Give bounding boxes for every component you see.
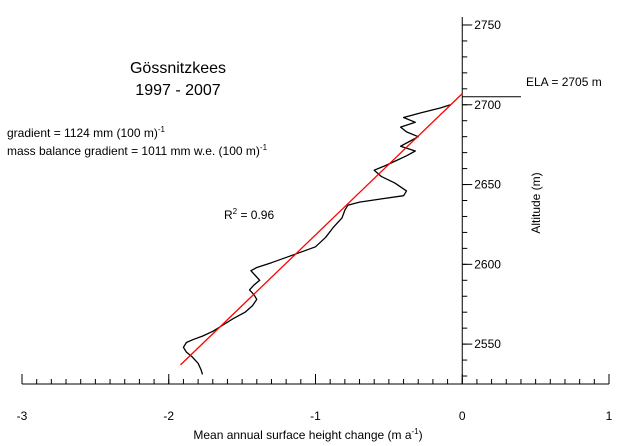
x-axis-label-main: Mean annual surface height change (m a — [193, 428, 411, 442]
y-tick-label: 2600 — [474, 257, 501, 271]
mass-balance-sup: -1 — [260, 143, 268, 152]
y-tick-label: 2650 — [474, 178, 501, 192]
y-tick-label: 2750 — [474, 18, 501, 32]
r2-value: = 0.96 — [237, 208, 274, 222]
r2-prefix: R — [224, 208, 233, 222]
mass-balance-annotation: mass balance gradient = 1011 mm w.e. (10… — [7, 143, 268, 158]
gradient-sup: -1 — [158, 125, 166, 134]
x-tick-label: 0 — [459, 409, 466, 423]
regression-line — [180, 93, 463, 366]
chart-title-line1: Gössnitzkees — [130, 60, 226, 77]
gradient-annotation: gradient = 1124 mm (100 m)-1 — [7, 125, 166, 140]
axes: -3 -2 -1 0 1 2550 2600 2650 2700 2750 — [17, 17, 613, 423]
r2-sup: 2 — [233, 207, 238, 216]
ela-label: ELA = 2705 m — [526, 75, 602, 89]
x-tick-label: -3 — [17, 409, 28, 423]
x-axis-label-sup: -1 — [412, 427, 420, 436]
x-tick-label: -1 — [310, 409, 321, 423]
y-axis-label: Altitude (m) — [529, 172, 543, 233]
mass-balance-text: mass balance gradient = 1011 mm w.e. (10… — [7, 144, 260, 158]
x-tick-label: 1 — [606, 409, 613, 423]
r2-annotation: R2 = 0.96 — [224, 207, 274, 222]
x-axis-label-end: ) — [419, 428, 423, 442]
y-tick-label: 2700 — [474, 98, 501, 112]
gradient-text: gradient = 1124 mm (100 m) — [7, 126, 158, 140]
chart-title-line2: 1997 - 2007 — [135, 82, 221, 99]
x-axis-label: Mean annual surface height change (m a-1… — [193, 427, 422, 442]
y-tick-label: 2550 — [474, 337, 501, 351]
height-change-profile-line — [182, 104, 451, 375]
series — [180, 93, 463, 375]
x-tick-label: -2 — [163, 409, 174, 423]
